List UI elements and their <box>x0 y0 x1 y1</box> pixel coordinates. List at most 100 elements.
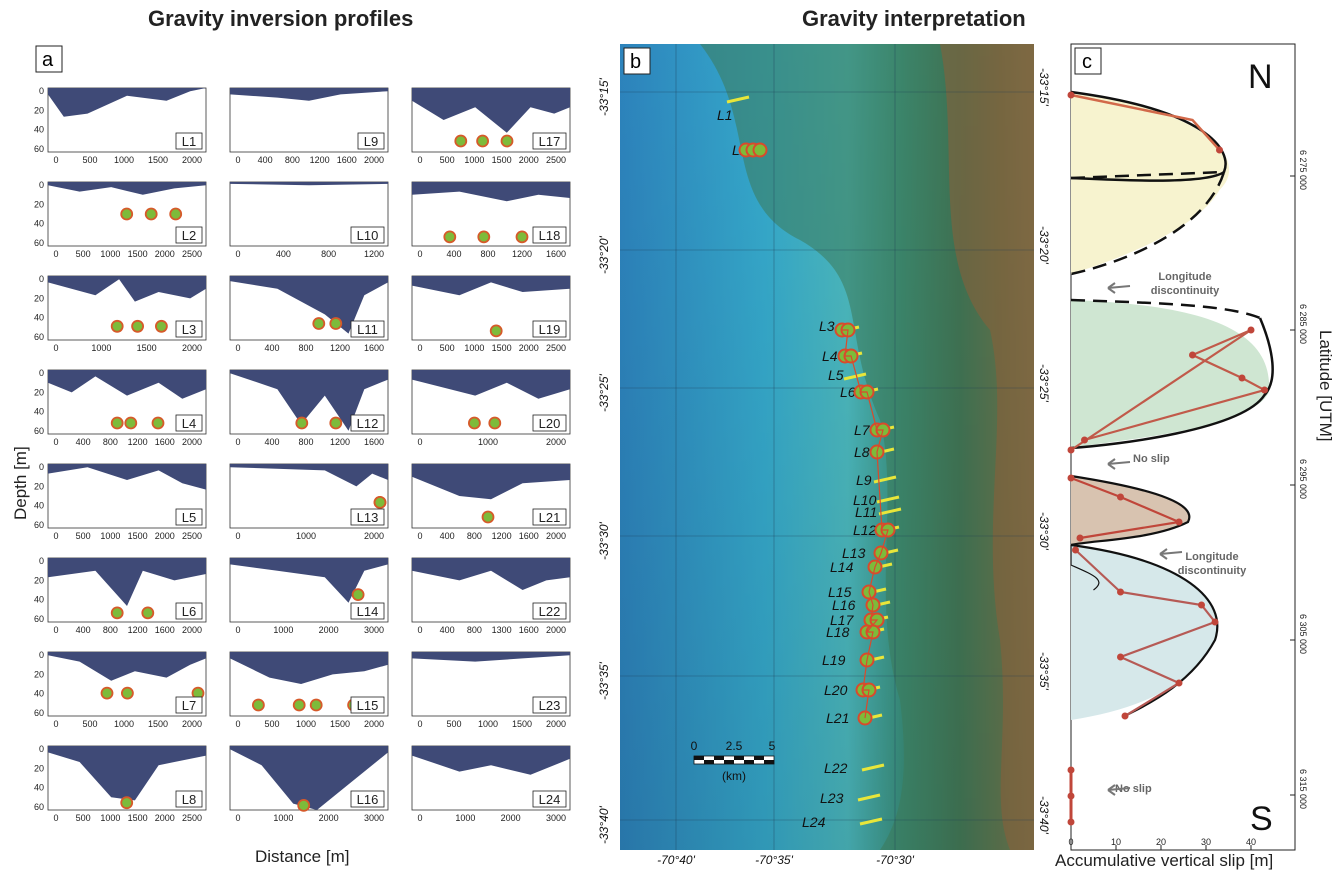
profile-label-box <box>175 696 203 714</box>
distance-tick-label: 1600 <box>364 343 384 353</box>
depth-tick-label: 40 <box>34 313 44 323</box>
distance-tick-label: 400 <box>440 531 455 541</box>
survey-line-l14: L14 <box>830 559 893 575</box>
distance-tick-label: 0 <box>417 719 422 729</box>
distance-tick-label: 1000 <box>100 531 120 541</box>
distance-tick-label: 1500 <box>492 155 512 165</box>
survey-line-l16: L16 <box>832 597 891 613</box>
profile-l8: 0 20 40 60 0 500 1000 1500 2000 2500 L8 <box>34 744 207 823</box>
profile-label-box <box>350 414 385 432</box>
profile-label: L16 <box>357 792 379 807</box>
distance-tick-label: 400 <box>276 249 291 259</box>
profile-label-box <box>350 602 385 620</box>
distance-tick-label: 2000 <box>319 813 339 823</box>
scale-segment <box>764 760 774 764</box>
survey-line-l1: L1 <box>717 95 750 123</box>
distance-tick-label: 1000 <box>464 343 484 353</box>
profile-label-box <box>532 226 567 244</box>
lat-label-left: -33°25' <box>597 374 611 412</box>
north-label: N <box>1248 58 1273 96</box>
distance-tick-label: 1500 <box>128 249 148 259</box>
right-title: Gravity interpretation <box>802 6 1026 31</box>
distance-tick-label: 400 <box>264 343 279 353</box>
profile-label-box <box>175 790 203 808</box>
distance-tick-label: 500 <box>76 813 91 823</box>
profile-label-box <box>175 320 203 338</box>
distance-tick-label: 0 <box>53 437 58 447</box>
profile-label: L5 <box>182 510 196 525</box>
utm-tick-label: 6 285 000 <box>1298 304 1308 344</box>
basement-fill <box>48 370 206 399</box>
distance-tick-label: 500 <box>82 155 97 165</box>
distance-tick-label: 500 <box>76 249 91 259</box>
slip-point <box>1175 679 1183 687</box>
distance-tick-label: 1000 <box>100 249 120 259</box>
scale-segment <box>764 756 774 760</box>
survey-line-l21: L21 <box>826 710 883 726</box>
basement-fill <box>48 88 206 117</box>
distance-tick-label: 0 <box>417 625 422 635</box>
profile-trace <box>861 763 885 772</box>
fault-marker <box>251 698 265 712</box>
depth-tick-label: 20 <box>34 293 44 303</box>
annotation-text: discontinuity <box>1178 565 1247 577</box>
panel-c-letter: c <box>1082 51 1092 73</box>
distance-tick-label: 0 <box>235 531 240 541</box>
distance-tick-label: 800 <box>103 625 118 635</box>
fault-marker <box>295 416 309 430</box>
profile-label: L17 <box>539 134 561 149</box>
line-label: L23 <box>820 790 844 806</box>
profile-label-box <box>350 790 385 808</box>
survey-line-l23: L23 <box>820 790 881 806</box>
profile-label: L11 <box>357 322 378 337</box>
distance-tick-label: 800 <box>467 531 482 541</box>
distance-tick-label: 1200 <box>310 155 330 165</box>
fault-marker <box>467 416 481 430</box>
lat-label-left: -33°35' <box>597 662 611 700</box>
annotation-text: No slip <box>1115 783 1152 795</box>
left-title: Gravity inversion profiles <box>148 6 414 31</box>
distance-tick-label: 400 <box>264 437 279 447</box>
map-grid <box>620 44 1034 850</box>
distance-tick-label: 0 <box>417 343 422 353</box>
distance-tick-label: 0 <box>235 155 240 165</box>
survey-line-l2: L2 <box>732 142 768 158</box>
slip-point <box>1238 374 1246 382</box>
distance-tick-label: 2500 <box>546 343 566 353</box>
fault-marker <box>169 207 183 221</box>
utm-tick-label: 6 275 000 <box>1298 150 1308 190</box>
profile-l11: 0 400 800 1200 1600 L11 <box>229 275 389 353</box>
distance-tick-label: 2500 <box>182 813 202 823</box>
survey-line-l8: L8 <box>854 444 895 460</box>
distance-tick-label: 0 <box>235 813 240 823</box>
line-label: L12 <box>853 522 877 538</box>
distance-tick-label: 500 <box>82 719 97 729</box>
depth-tick-label: 20 <box>34 575 44 585</box>
profile-label-box <box>532 132 567 150</box>
line-label: L7 <box>854 422 871 438</box>
slip-profile-north <box>1070 93 1221 151</box>
distance-tick-label: 1500 <box>330 719 350 729</box>
slip-point <box>1117 588 1124 596</box>
distance-tick-label: 0 <box>53 531 58 541</box>
distance-tick-label: 500 <box>76 531 91 541</box>
distance-tick-label: 0 <box>235 437 240 447</box>
profile-l12: 0 400 800 1200 1600 L12 <box>229 369 389 447</box>
distance-tick-label: 0 <box>235 719 240 729</box>
line-label: L3 <box>819 318 835 334</box>
panel-b: b -33°15' -33°20' -33°25' -33°30' -33°35' -33… <box>597 44 1051 867</box>
distance-tick-label: 1600 <box>519 625 539 635</box>
scale-segment <box>694 756 704 760</box>
profile-label-box <box>532 696 567 714</box>
line-label: L11 <box>855 504 877 520</box>
distance-tick-label: 800 <box>298 343 313 353</box>
distance-tick-label: 2500 <box>546 155 566 165</box>
slip-envelope-inferred <box>1070 298 1261 320</box>
utm-tick-label: 6 315 000 <box>1298 769 1308 809</box>
x-tick-label: 0 <box>1068 837 1073 847</box>
profile-label: L18 <box>539 228 561 243</box>
distance-tick-label: 3000 <box>364 813 384 823</box>
profile-label-box <box>532 602 567 620</box>
slip-point <box>1121 712 1129 720</box>
